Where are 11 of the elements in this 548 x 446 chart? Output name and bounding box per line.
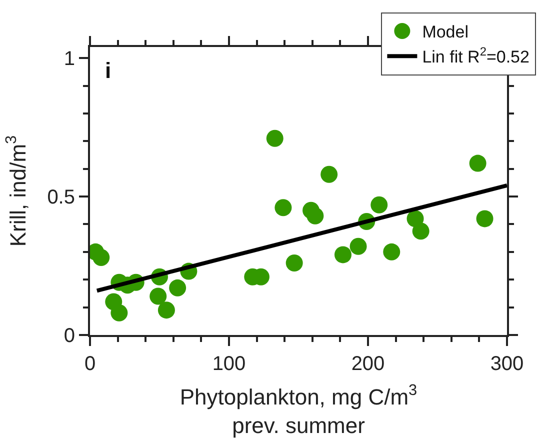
x-tick-label: 0 [84,353,96,375]
y-tick-label: 1 [64,48,75,70]
x-tick-label: 300 [490,353,524,375]
y-tick-label: 0.5 [47,186,75,209]
legend-label: Lin fit R$^{2}$=0.52 [422,44,530,67]
annotation: i [105,58,112,83]
x-tick-label: 100 [212,353,246,375]
x-tick-label: 200 [351,353,385,375]
legend-label: Model [422,22,469,42]
y-tick-label: 0 [64,325,75,347]
text: Phytoplankton, mg C/m$^{3}$ prev. summer [180,382,418,438]
